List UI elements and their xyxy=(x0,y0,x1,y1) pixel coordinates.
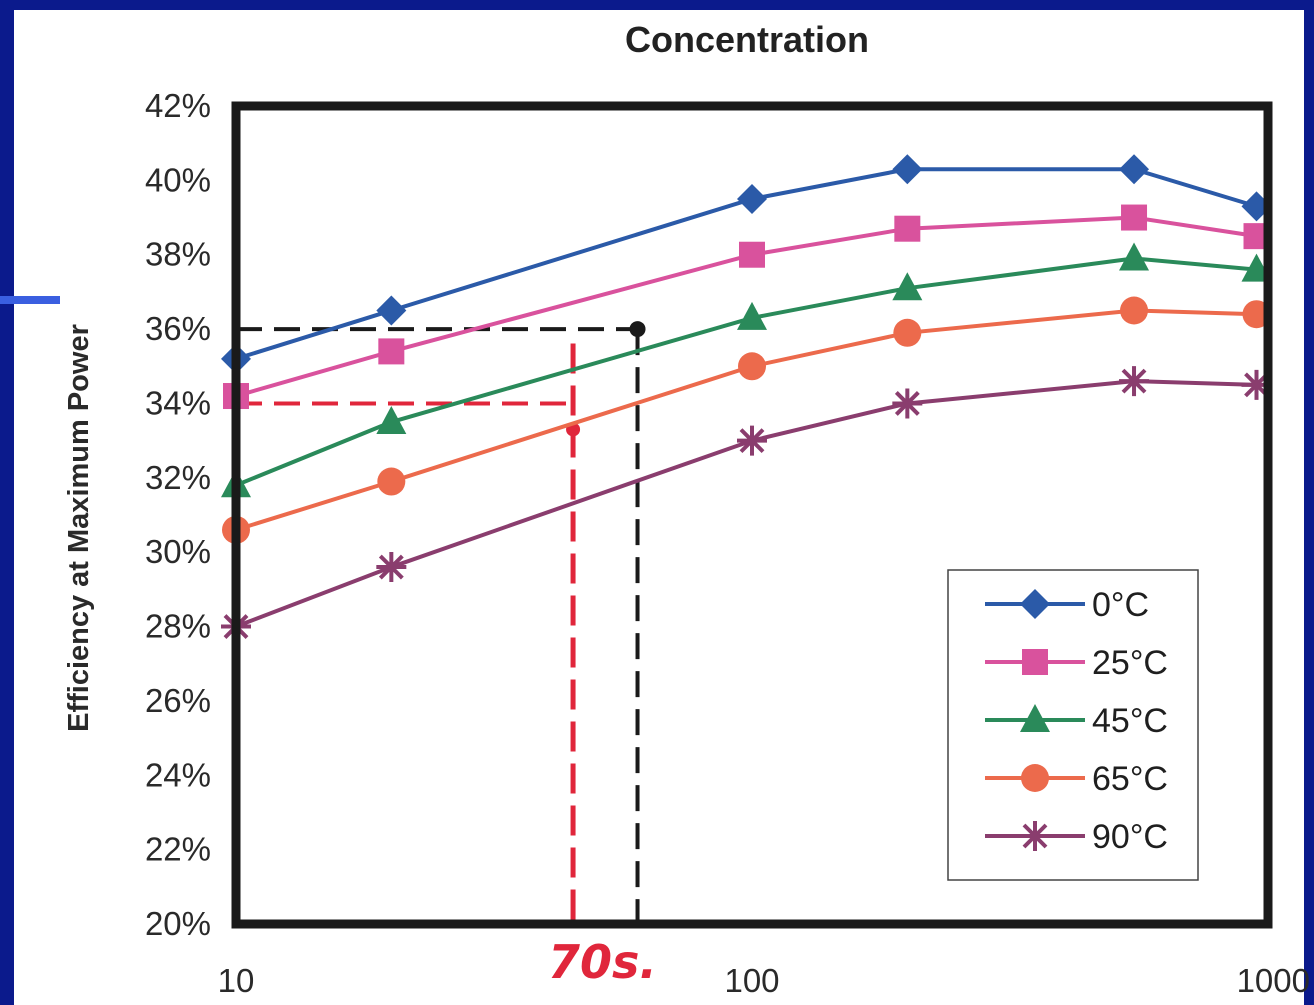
data-point xyxy=(739,241,765,268)
y-tick-label: 20% xyxy=(145,905,211,942)
legend-entry: 25°C xyxy=(985,644,1168,682)
y-axis-label: Efficiency at Maximum Power xyxy=(63,324,95,732)
y-tick-label: 36% xyxy=(145,310,211,347)
slide-accent-bar xyxy=(0,296,60,304)
x-tick-label: 100 xyxy=(724,962,779,999)
series-1 xyxy=(223,204,1270,410)
series-line xyxy=(235,215,1257,398)
data-point xyxy=(737,183,767,214)
legend-entry: 90°C xyxy=(985,818,1168,856)
y-tick-label: 38% xyxy=(145,236,211,273)
data-point xyxy=(737,425,767,456)
data-point xyxy=(1121,204,1148,231)
data-point xyxy=(1120,296,1149,325)
y-tick-label: 32% xyxy=(145,459,211,496)
legend-label: 25°C xyxy=(1092,644,1168,682)
y-tick-label: 26% xyxy=(145,682,211,719)
legend-marker xyxy=(1020,821,1050,851)
legend-entry: 45°C xyxy=(985,702,1168,740)
legend-label: 45°C xyxy=(1092,702,1168,740)
series-0 xyxy=(221,154,1272,374)
series-line xyxy=(235,167,1258,361)
legend-label: 90°C xyxy=(1092,818,1168,856)
plot-area-frame xyxy=(231,101,1273,929)
data-point xyxy=(892,272,923,301)
tick-layer: 20% 22% 24% 26% 28% 30% 32% 34% 36% 38% 40% 42% 10 10… xyxy=(145,87,1310,999)
y-tick-label: 30% xyxy=(145,533,211,570)
guide-lines xyxy=(236,321,646,924)
data-point xyxy=(376,406,407,435)
y-tick-label: 42% xyxy=(145,87,211,124)
legend-label: 0°C xyxy=(1092,586,1149,624)
slide-frame-top xyxy=(0,0,1314,10)
legend-label: 65°C xyxy=(1092,760,1168,798)
y-tick-label: 40% xyxy=(145,161,211,198)
series-2 xyxy=(221,242,1272,498)
x-tick-label: 1000 xyxy=(1237,962,1310,999)
legend-entry: 0°C xyxy=(985,586,1149,624)
legend-marker xyxy=(1020,704,1050,732)
legend-marker xyxy=(1020,589,1050,619)
black-guide-point xyxy=(629,321,646,338)
x-tick-label: 10 xyxy=(218,962,255,999)
slide-frame-right xyxy=(1304,0,1314,1005)
data-point xyxy=(378,338,405,365)
data-point xyxy=(892,154,923,185)
data-point xyxy=(376,295,407,326)
data-point xyxy=(1119,242,1150,271)
chart-title: Concentration xyxy=(625,19,869,60)
legend: 0°C 25°C 45°C 65°C 90°C xyxy=(947,569,1199,881)
series-line xyxy=(235,256,1257,488)
series-line xyxy=(235,308,1257,532)
y-tick-label: 28% xyxy=(145,608,211,645)
data-point xyxy=(377,467,406,496)
series-line xyxy=(235,379,1257,629)
slide-frame-left xyxy=(0,0,14,1005)
data-point xyxy=(1119,366,1150,397)
series-3 xyxy=(222,296,1271,544)
data-point xyxy=(1241,369,1272,400)
y-tick-label: 34% xyxy=(145,384,211,421)
legend-box xyxy=(947,569,1199,881)
legend-marker xyxy=(1021,764,1049,792)
handwritten-annotation: 70s. xyxy=(548,935,657,989)
data-point xyxy=(893,318,922,347)
series-layer xyxy=(221,154,1272,642)
data-point xyxy=(738,352,766,381)
data-point xyxy=(894,215,921,242)
y-tick-label: 24% xyxy=(145,756,211,793)
y-tick-label: 22% xyxy=(145,831,211,868)
data-point xyxy=(737,301,767,330)
legend-entry: 65°C xyxy=(985,760,1168,798)
legend-marker xyxy=(1022,649,1048,675)
data-point xyxy=(892,388,923,419)
data-point xyxy=(1119,154,1150,185)
data-point xyxy=(376,552,407,583)
